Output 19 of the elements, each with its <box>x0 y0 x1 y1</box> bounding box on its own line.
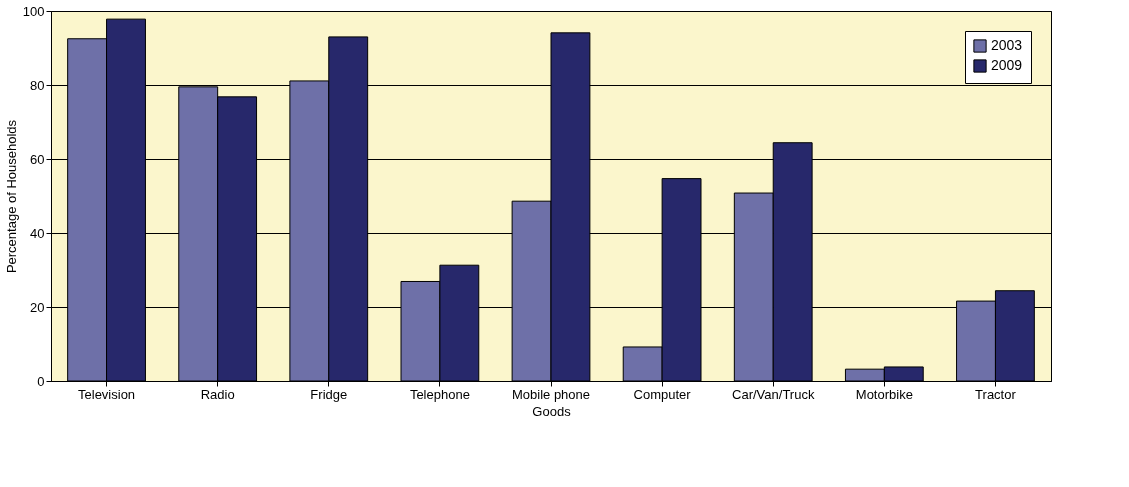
x-tick-label: Tractor <box>975 386 1017 402</box>
x-tick-label: Computer <box>633 386 692 402</box>
y-tick-label: 40 <box>30 225 45 241</box>
legend-label: 2003 <box>991 37 1023 53</box>
x-tick-label: Telephone <box>409 386 470 402</box>
y-tick-label: 100 <box>22 3 45 19</box>
x-axis-title: Goods <box>532 403 572 419</box>
x-tick-label: Radio <box>200 386 235 402</box>
y-tick-label: 60 <box>30 151 45 167</box>
y-axis-title: Percentage of Households <box>3 119 19 274</box>
x-tick-label: Car/Van/Truck <box>732 386 815 402</box>
x-tick-label: Fridge <box>310 386 348 402</box>
x-tick-label: Motorbike <box>855 386 913 402</box>
y-tick-label: 80 <box>30 77 45 93</box>
y-tick-label: 20 <box>30 299 45 315</box>
x-tick-label: Television <box>78 386 136 402</box>
x-tick-label: Mobile phone <box>511 386 591 402</box>
y-tick-label: 0 <box>37 373 45 389</box>
legend-label: 2009 <box>991 57 1023 73</box>
